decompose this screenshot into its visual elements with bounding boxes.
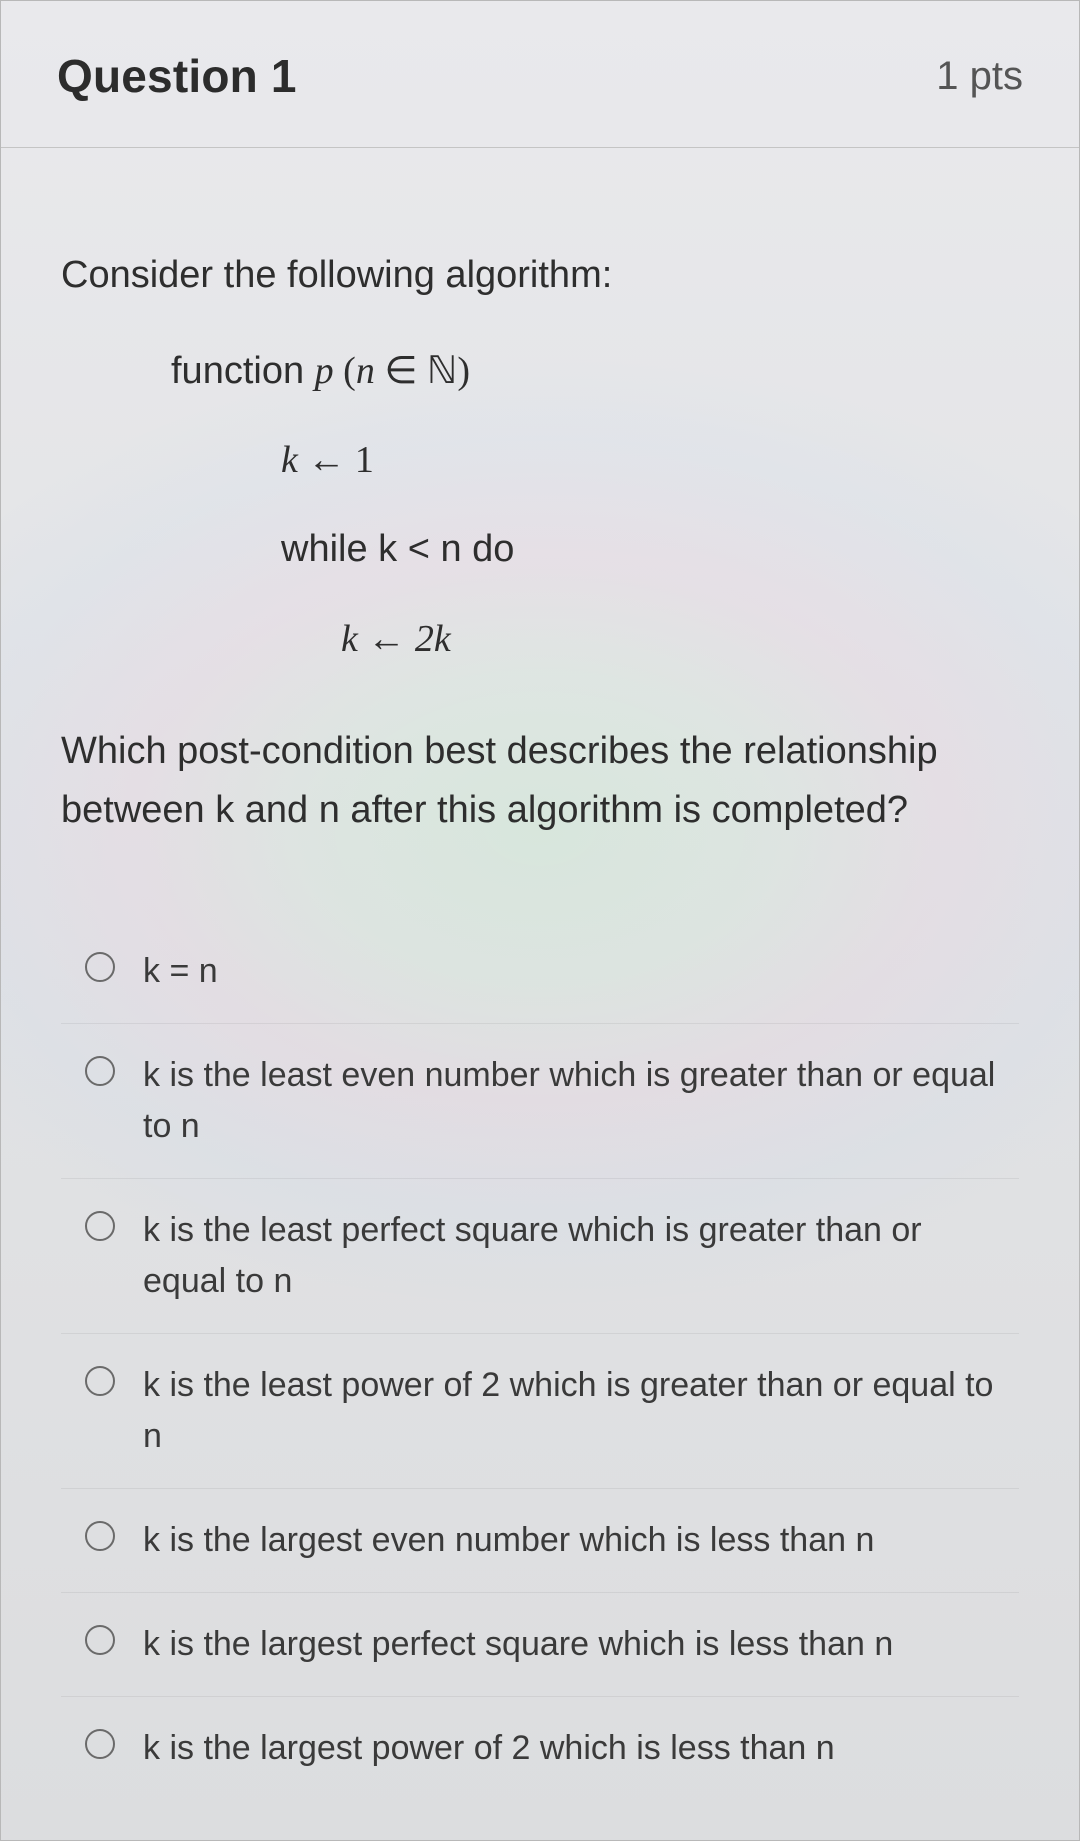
option-row[interactable]: k = n <box>61 920 1019 1023</box>
question-text: Which post-condition best describes the … <box>61 722 1019 840</box>
option-label: k is the largest even number which is le… <box>143 1515 874 1566</box>
question-card: Question 1 1 pts Consider the following … <box>0 0 1080 1841</box>
algo-function-signature: function p (n ∈ ℕ) <box>171 345 1019 398</box>
option-row[interactable]: k is the largest power of 2 which is les… <box>61 1696 1019 1800</box>
algo-fn-var: n <box>356 350 375 392</box>
option-label: k is the least even number which is grea… <box>143 1050 1013 1152</box>
radio-icon[interactable] <box>85 1056 115 1086</box>
radio-icon[interactable] <box>85 1729 115 1759</box>
algo-fn-set: ℕ <box>427 350 457 392</box>
algo-step3-rhs: 2k <box>415 618 451 660</box>
algo-step1-rhs: 1 <box>355 439 374 481</box>
option-row[interactable]: k is the least even number which is grea… <box>61 1023 1019 1178</box>
algo-step-init: k ← 1 <box>171 434 1019 487</box>
algo-fn-open: ( <box>334 350 356 392</box>
algo-step3-arrow: ← <box>358 618 415 660</box>
algo-fn-close: ) <box>457 350 470 392</box>
algo-step-update: k ← 2k <box>171 613 1019 666</box>
options-list: k = n k is the least even number which i… <box>61 920 1019 1800</box>
algo-fn-keyword: function <box>171 350 315 392</box>
algo-step1-arrow: ← <box>298 439 355 481</box>
algo-step-while: while k < n do <box>171 523 1019 576</box>
option-row[interactable]: k is the least power of 2 which is great… <box>61 1333 1019 1488</box>
algo-fn-in: ∈ <box>375 350 427 392</box>
algo-step1-lhs: k <box>281 439 298 481</box>
option-row[interactable]: k is the largest perfect square which is… <box>61 1592 1019 1696</box>
radio-icon[interactable] <box>85 952 115 982</box>
question-header: Question 1 1 pts <box>1 1 1079 148</box>
radio-icon[interactable] <box>85 1521 115 1551</box>
question-points: 1 pts <box>936 54 1023 99</box>
option-label: k is the least perfect square which is g… <box>143 1205 1013 1307</box>
radio-icon[interactable] <box>85 1211 115 1241</box>
prompt-intro: Consider the following algorithm: <box>61 248 1019 303</box>
algorithm-block: function p (n ∈ ℕ) k ← 1 while k < n do … <box>61 345 1019 666</box>
radio-icon[interactable] <box>85 1625 115 1655</box>
algo-step3-lhs: k <box>341 618 358 660</box>
option-label: k = n <box>143 946 218 997</box>
algo-fn-name: p <box>315 350 334 392</box>
option-label: k is the largest power of 2 which is les… <box>143 1723 835 1774</box>
question-title: Question 1 <box>57 49 297 103</box>
option-row[interactable]: k is the least perfect square which is g… <box>61 1178 1019 1333</box>
option-label: k is the largest perfect square which is… <box>143 1619 893 1670</box>
question-body: Consider the following algorithm: functi… <box>1 148 1079 1840</box>
option-label: k is the least power of 2 which is great… <box>143 1360 1013 1462</box>
radio-icon[interactable] <box>85 1366 115 1396</box>
option-row[interactable]: k is the largest even number which is le… <box>61 1488 1019 1592</box>
